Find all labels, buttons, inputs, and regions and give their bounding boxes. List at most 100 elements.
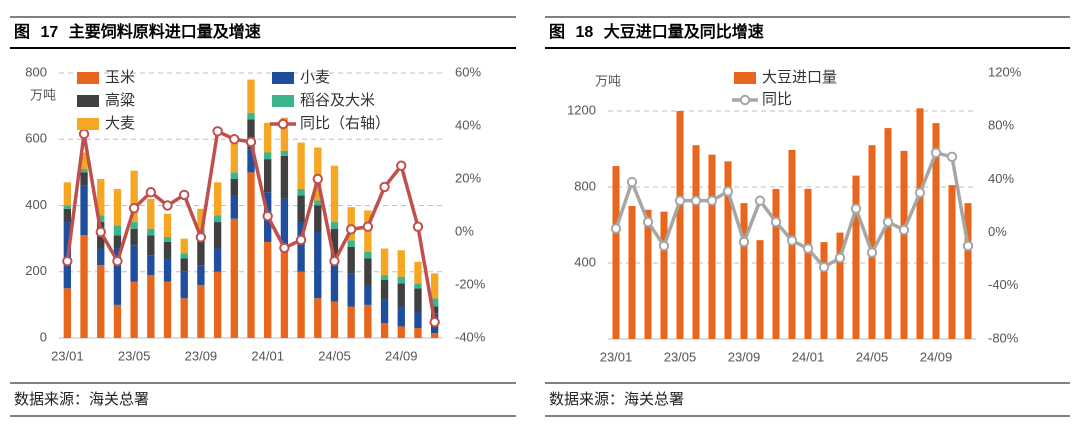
bar: [197, 265, 205, 285]
bar: [397, 283, 405, 307]
bar: [948, 185, 956, 339]
y-tick-label: 200: [25, 263, 47, 278]
bar: [80, 172, 88, 186]
y2-tick-label: -40%: [988, 277, 1019, 292]
bar: [380, 299, 389, 324]
legend-label: 同比（右轴）: [300, 115, 390, 132]
y-axis-unit: 万吨: [30, 87, 56, 102]
legend-swatch: [77, 118, 99, 130]
line-marker: [850, 203, 862, 214]
x-tick-label: 24/09: [385, 348, 418, 363]
bar: [692, 145, 700, 339]
line-marker: [690, 195, 702, 206]
bar: [113, 188, 122, 226]
x-tick-label: 24/01: [792, 349, 825, 364]
legend-swatch: [734, 72, 756, 84]
legend-marker: [739, 94, 751, 106]
bar: [80, 235, 88, 338]
bar: [147, 255, 155, 276]
bar: [740, 203, 748, 339]
bar: [97, 215, 105, 223]
legend-swatch: [272, 95, 294, 107]
legend-label: 玉米: [105, 69, 135, 86]
line-marker: [658, 240, 670, 252]
line-marker: [312, 173, 323, 185]
bar: [430, 298, 439, 307]
line-marker: [262, 210, 273, 222]
y-tick-label: 600: [25, 131, 47, 146]
legend-label: 高粱: [105, 92, 135, 109]
legend-label: 稻谷及大米: [300, 92, 375, 109]
bar: [380, 248, 389, 276]
line-marker: [802, 243, 814, 254]
bar: [147, 275, 155, 338]
line-marker: [626, 176, 638, 188]
bar: [397, 276, 405, 284]
bar: [852, 175, 860, 339]
x-tick-label: 23/05: [118, 348, 151, 363]
chart-title: 图 18 大豆进口量及同比增速: [549, 22, 764, 41]
line-marker: [245, 136, 257, 148]
line-marker: [898, 224, 910, 236]
bar: [314, 200, 322, 206]
line-marker: [882, 216, 894, 228]
bar: [430, 273, 439, 299]
bar: [213, 215, 222, 223]
line-marker: [295, 234, 307, 246]
bar: [297, 142, 305, 189]
y2-tick-label: 20%: [455, 170, 481, 185]
y2-tick-label: 60%: [455, 64, 481, 79]
line-marker: [706, 195, 718, 206]
bar: [97, 179, 105, 216]
line-marker: [162, 200, 173, 211]
bar: [297, 271, 305, 338]
bar: [347, 306, 355, 338]
y-tick-label: 800: [574, 178, 596, 193]
y2-tick-label: 0%: [988, 224, 1007, 239]
x-tick-label: 23/09: [728, 349, 761, 364]
bar: [414, 328, 422, 338]
bar: [364, 258, 372, 285]
bar: [97, 265, 105, 338]
bar: [380, 275, 389, 281]
x-tick-label: 24/05: [856, 349, 889, 364]
bar: [213, 182, 222, 216]
line-marker: [818, 261, 830, 273]
line-marker: [345, 224, 357, 235]
line-marker: [914, 187, 926, 198]
line-marker: [145, 187, 157, 198]
y2-tick-label: -80%: [988, 330, 1019, 345]
y-tick-label: 0: [40, 329, 47, 344]
line-marker: [930, 147, 942, 159]
bar: [347, 240, 355, 247]
legend-swatch: [77, 95, 99, 107]
bar: [330, 258, 339, 302]
y-axis-unit: 万吨: [595, 73, 621, 88]
line-marker: [362, 221, 374, 232]
bar: [380, 323, 389, 338]
bar: [724, 161, 732, 339]
bar: [230, 195, 238, 219]
bar: [147, 228, 155, 236]
line-marker: [78, 128, 90, 140]
line-marker: [379, 181, 390, 193]
bar: [347, 273, 355, 307]
line-marker: [429, 316, 440, 328]
bar: [80, 152, 88, 170]
line-marker: [962, 240, 974, 252]
bar: [612, 166, 620, 339]
bar: [280, 150, 289, 156]
line-marker: [62, 255, 73, 267]
line-marker: [834, 252, 846, 264]
bar: [247, 172, 255, 338]
line-marker: [786, 235, 798, 246]
bar: [163, 236, 172, 242]
bar: [414, 288, 422, 312]
bar: [347, 246, 355, 274]
bar: [197, 208, 205, 231]
y-tick-label: 400: [25, 197, 47, 212]
x-tick-label: 23/09: [185, 348, 218, 363]
bar: [430, 333, 439, 338]
bar: [884, 128, 892, 339]
y2-tick-label: 120%: [988, 64, 1022, 79]
